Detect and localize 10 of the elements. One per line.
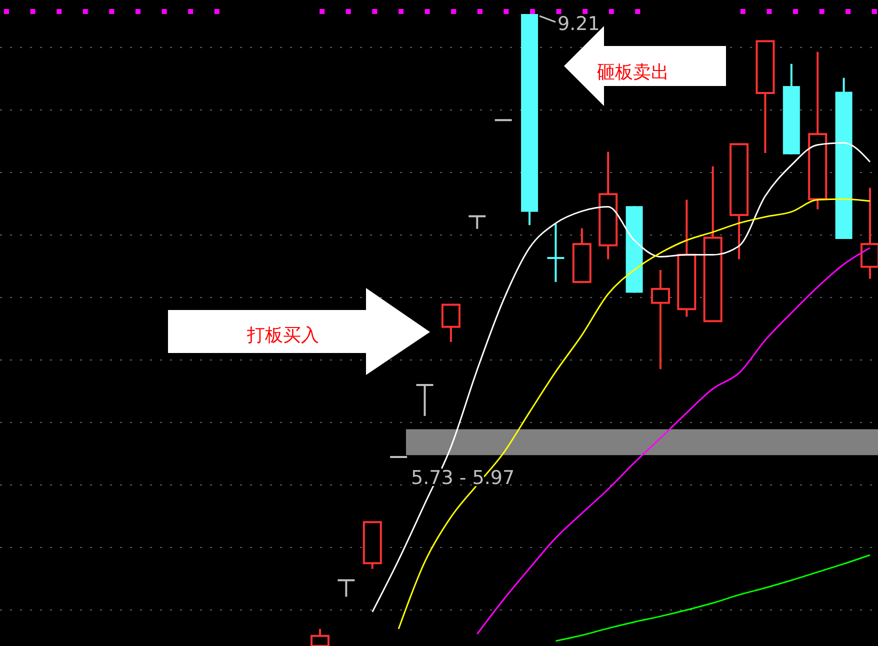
candlestick <box>546 222 566 283</box>
candlestick <box>310 628 330 646</box>
annotation: 打板买入 <box>246 325 319 346</box>
candlestick <box>650 268 670 370</box>
annotation: 9.21 <box>558 13 600 35</box>
annotation: 砸板卖出 <box>597 62 669 83</box>
candlestick <box>441 304 460 344</box>
candlestick <box>468 215 487 230</box>
candlestick <box>336 579 356 598</box>
candlestick <box>415 384 434 417</box>
